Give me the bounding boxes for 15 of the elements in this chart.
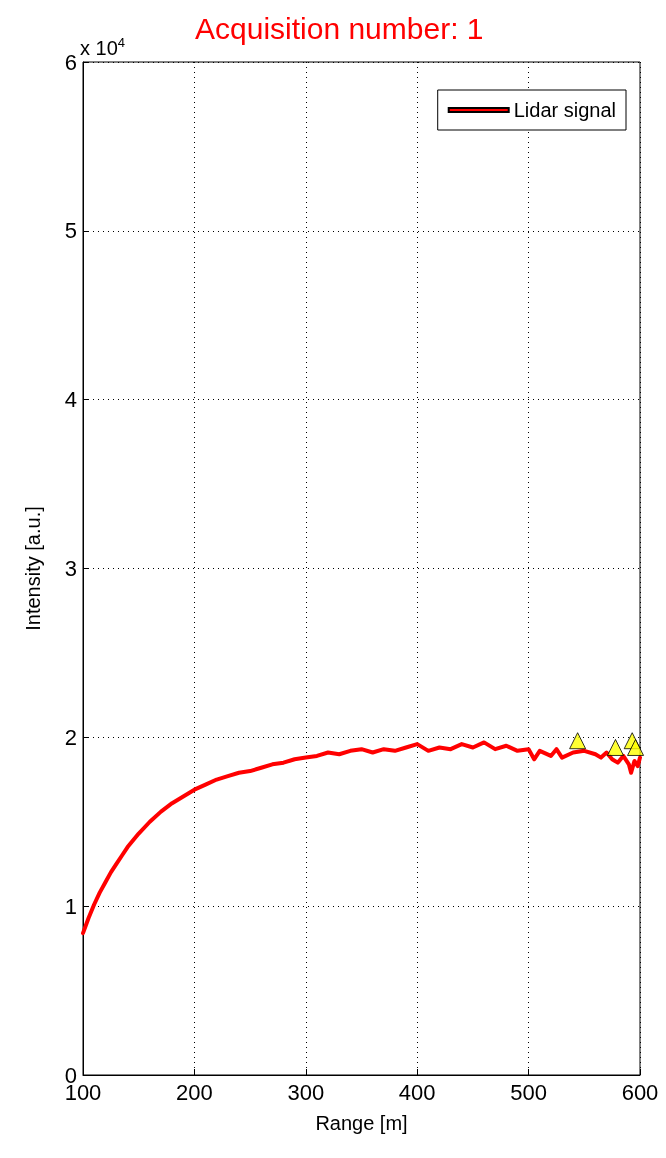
y-tick-label: 6 bbox=[64, 49, 77, 75]
y-tick-label: 4 bbox=[64, 387, 77, 413]
x-tick-label: 300 bbox=[287, 1079, 325, 1105]
x-tick-label: 500 bbox=[510, 1079, 547, 1105]
x-axis-title: Range [m] bbox=[315, 1112, 408, 1134]
y-tick-label: 1 bbox=[64, 893, 77, 919]
legend-label: Lidar signal bbox=[513, 99, 617, 121]
x-tick-label: 400 bbox=[398, 1079, 436, 1105]
y-tick-label: 2 bbox=[64, 724, 77, 750]
y-axis-title: Intensity [a.u.] bbox=[22, 506, 44, 631]
chart-title: Acquisition number: 1 bbox=[195, 11, 484, 45]
x-tick-label: 600 bbox=[621, 1079, 659, 1105]
y-tick-label: 3 bbox=[64, 556, 77, 581]
x-tick-label: 200 bbox=[176, 1079, 213, 1105]
y-tick-label: 5 bbox=[64, 218, 77, 244]
